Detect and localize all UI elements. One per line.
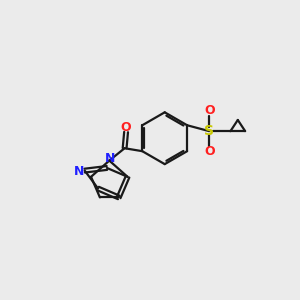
- Text: O: O: [204, 104, 214, 117]
- Text: N: N: [74, 165, 85, 178]
- Text: O: O: [204, 145, 214, 158]
- Text: O: O: [121, 121, 131, 134]
- Text: N: N: [105, 152, 115, 165]
- Text: S: S: [204, 124, 214, 138]
